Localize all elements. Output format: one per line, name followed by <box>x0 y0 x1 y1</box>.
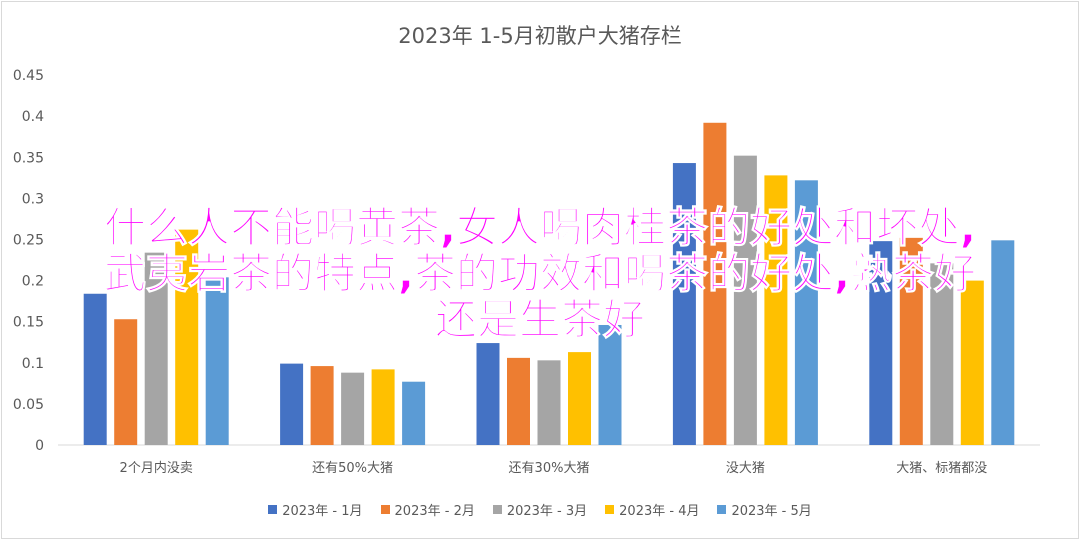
bar <box>899 237 923 445</box>
bar <box>733 155 757 445</box>
overlay-line: 什么人不能喝黄茶,女人喝肉桂茶的好处和坏处, <box>104 203 977 252</box>
bar <box>371 369 395 445</box>
bar <box>568 352 591 445</box>
bar <box>175 229 199 445</box>
legend-item: 2023年 - 3月 <box>492 500 588 519</box>
legend-item: 2023年 - 2月 <box>380 500 475 519</box>
bar <box>869 241 893 445</box>
y-tick-label: 0.2 <box>22 274 44 290</box>
x-tick-label: 大猪、标猪都没 <box>896 461 987 476</box>
y-tick-label: 0.1 <box>22 356 44 372</box>
bar <box>537 360 561 445</box>
bar <box>703 122 727 445</box>
bar <box>83 293 107 445</box>
legend-swatch <box>380 505 390 514</box>
bar <box>341 372 365 445</box>
legend-item: 2023年 - 1月 <box>268 500 363 519</box>
bar <box>280 363 304 445</box>
y-tick-label: 0.3 <box>22 191 44 207</box>
bar <box>991 240 1015 445</box>
bar <box>205 277 229 445</box>
y-tick-label: 0.35 <box>13 150 44 166</box>
bar <box>794 180 818 446</box>
y-tick-label: 0.45 <box>13 68 44 84</box>
legend-item: 2023年 - 4月 <box>605 500 699 519</box>
legend-swatch <box>492 505 502 514</box>
legend-label: 2023年 - 3月 <box>506 504 588 519</box>
legend-label: 2023年 - 2月 <box>394 504 475 519</box>
x-tick-label: 还有30%大猪 <box>509 461 590 476</box>
bar <box>114 319 138 445</box>
x-tick-label: 2个月内没卖 <box>120 460 193 476</box>
legend-item: 2023年 - 5月 <box>717 500 812 519</box>
overlay-line: 武夷岩茶的特点,茶的功效和喝茶的好处,熟茶好 <box>104 249 977 298</box>
bar <box>598 324 622 445</box>
bar <box>507 357 530 445</box>
x-tick-label: 还有50%大猪 <box>312 461 393 476</box>
chart-title: 2023年 1-5月初散户大猪存栏 <box>398 24 682 48</box>
legend-label: 2023年 - 5月 <box>731 504 812 519</box>
overlay-line: 还是生茶好 <box>434 295 645 344</box>
legend-label: 2023年 - 1月 <box>282 504 363 519</box>
legend: 2023年 - 1月 2023年 - 2月 2023年 - 3月 2023年 - 4月… <box>0 500 1080 519</box>
bar <box>672 163 696 445</box>
y-tick-label: 0.15 <box>13 315 44 331</box>
bar <box>764 175 788 445</box>
legend-swatch <box>605 505 615 514</box>
bar <box>930 263 954 445</box>
y-tick-label: 0 <box>35 438 44 454</box>
overlay-headline: 什么人不能喝黄茶,女人喝肉桂茶的好处和坏处, 武夷岩茶的特点,茶的功效和喝茶的好… <box>0 203 1080 344</box>
bar <box>402 381 426 445</box>
y-tick-label: 0.25 <box>13 233 44 249</box>
bar <box>476 343 500 445</box>
bar <box>960 280 984 445</box>
legend-swatch <box>717 505 727 514</box>
bar <box>310 366 334 445</box>
y-tick-label: 0.05 <box>13 397 44 413</box>
legend-swatch <box>268 505 278 514</box>
x-tick-label: 没大猪 <box>726 461 765 476</box>
bar <box>144 252 168 445</box>
legend-label: 2023年 - 4月 <box>619 504 700 519</box>
y-tick-label: 0.4 <box>22 109 44 125</box>
